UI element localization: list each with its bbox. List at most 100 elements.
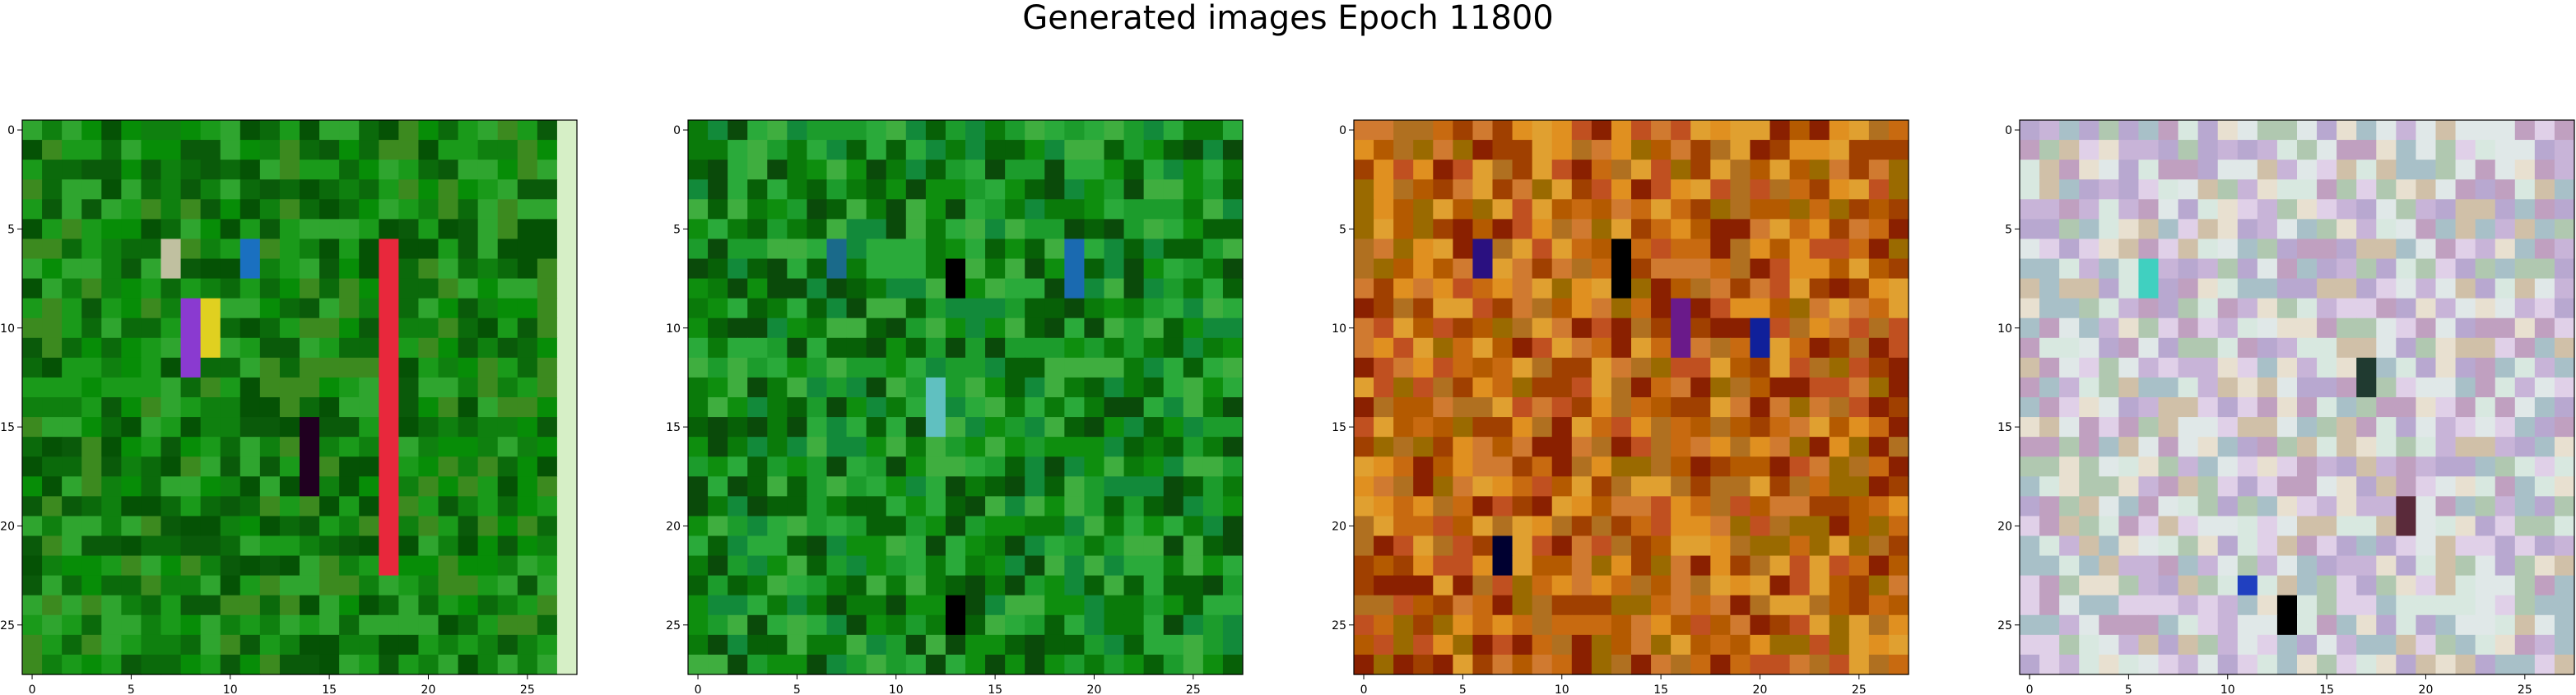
pixel — [1472, 140, 1494, 160]
pixel — [1183, 357, 1204, 378]
pixel — [1848, 496, 1870, 517]
pixel — [1354, 654, 1374, 675]
pixel — [1631, 377, 1652, 398]
pixel — [1222, 160, 1244, 180]
pixel — [2237, 516, 2258, 537]
pixel — [1631, 258, 1652, 280]
pixel — [1143, 535, 1165, 557]
pixel — [846, 317, 867, 339]
pixel — [787, 437, 808, 457]
pixel — [1750, 634, 1771, 656]
pixel — [866, 160, 887, 180]
pixel — [1512, 298, 1533, 319]
pixel — [2059, 337, 2080, 359]
pixel — [2138, 496, 2160, 517]
pixel — [339, 258, 360, 280]
pixel — [1005, 160, 1025, 180]
pixel — [2376, 337, 2397, 359]
pixel — [2356, 258, 2377, 280]
pixel — [458, 357, 479, 378]
pixel — [2257, 317, 2278, 339]
pixel — [688, 298, 709, 319]
pixel — [1551, 555, 1573, 577]
pixel — [2039, 595, 2060, 616]
pixel — [2178, 278, 2199, 299]
pixel — [925, 239, 946, 260]
pixel — [2099, 437, 2119, 457]
pixel — [101, 634, 122, 656]
pixel — [101, 614, 122, 636]
pixel — [1453, 595, 1474, 616]
pixel — [2297, 239, 2318, 260]
x-tick-label: 5 — [2125, 683, 2132, 695]
pixel — [359, 397, 379, 418]
pixel — [279, 337, 300, 359]
pixel — [2297, 120, 2318, 141]
pixel — [1532, 595, 1553, 616]
pixel — [259, 179, 281, 200]
axes-frame — [1353, 119, 1909, 675]
pixel — [1413, 654, 1434, 675]
pixel — [42, 555, 63, 577]
pixel — [220, 199, 241, 220]
pixel — [1611, 437, 1632, 457]
pixel — [1025, 377, 1045, 398]
pixel — [846, 496, 867, 517]
pixel — [2455, 496, 2476, 517]
pixel — [1651, 337, 1672, 359]
pixel — [239, 634, 261, 656]
pixel — [62, 437, 82, 457]
pixel — [747, 437, 768, 457]
pixel — [2455, 298, 2476, 319]
pixel — [1551, 634, 1573, 656]
pixel — [497, 476, 518, 497]
pixel — [1512, 614, 1533, 636]
pixel — [2138, 634, 2160, 656]
pixel — [2337, 654, 2357, 675]
pixel — [846, 357, 867, 378]
pixel — [2138, 179, 2160, 200]
pixel — [81, 298, 102, 319]
pixel — [767, 634, 788, 656]
pixel — [1413, 179, 1434, 200]
pixel — [556, 417, 578, 438]
pixel — [866, 535, 887, 557]
pixel — [1413, 160, 1434, 180]
pixel — [477, 120, 499, 141]
pixel — [2435, 654, 2457, 675]
pixel — [1064, 496, 1086, 517]
pixel — [886, 337, 907, 359]
pixel — [1532, 417, 1553, 438]
pixel — [1809, 258, 1830, 280]
pixel — [2317, 219, 2337, 240]
pixel — [2020, 179, 2040, 200]
pixel — [2276, 595, 2298, 616]
pixel — [160, 160, 182, 180]
pixel — [2079, 496, 2099, 517]
pixel — [1222, 377, 1244, 398]
pixel — [418, 614, 439, 636]
pixel — [537, 298, 558, 319]
pixel — [141, 614, 162, 636]
pixel — [2020, 654, 2040, 675]
pixel — [1631, 456, 1652, 477]
pixel — [1163, 160, 1184, 180]
pixel — [319, 377, 340, 398]
pixel — [1064, 595, 1086, 616]
pixel — [141, 317, 162, 339]
pixel — [1433, 278, 1453, 299]
pixel — [2059, 199, 2080, 220]
pixel — [688, 357, 709, 378]
pixel — [1143, 595, 1165, 616]
pixel — [2554, 575, 2575, 596]
pixel — [497, 654, 518, 675]
pixel — [1354, 456, 1374, 477]
pixel — [1809, 199, 1830, 220]
pixel — [1829, 437, 1850, 457]
pixel — [1730, 298, 1751, 319]
pixel — [807, 555, 828, 577]
pixel — [1354, 555, 1374, 577]
pixel — [1829, 456, 1850, 477]
pixel — [1591, 476, 1612, 497]
